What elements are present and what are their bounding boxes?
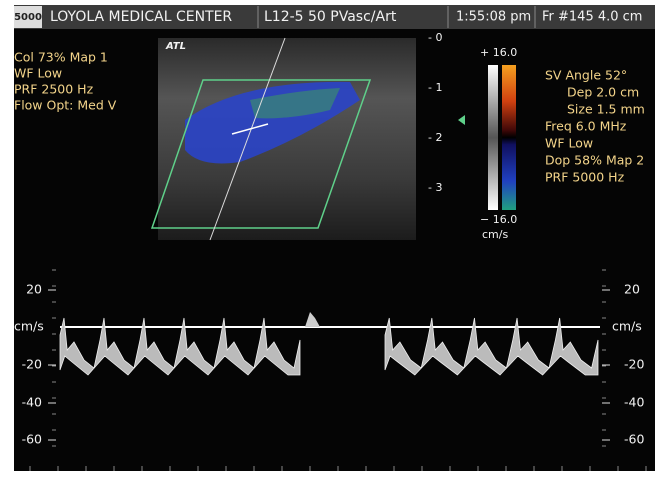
velocity-label: -20: [624, 357, 644, 372]
velocity-label: cm/s: [612, 319, 642, 334]
probe: L12-5 50 PVasc/Art: [264, 9, 397, 25]
velocity-label: 20: [26, 282, 42, 297]
gray-bar: [488, 65, 498, 210]
depth-label: - 0: [428, 31, 442, 44]
velocity-label: -60: [624, 432, 644, 447]
institution: LOYOLA MEDICAL CENTER: [50, 9, 232, 25]
velocity-label: -40: [624, 395, 644, 410]
page: 5000 LOYOLA MEDICAL CENTER L12-5 50 PVas…: [0, 0, 665, 477]
color-setting: Flow Opt: Med V: [14, 98, 117, 113]
doppler-setting: Freq 6.0 MHz: [545, 119, 627, 134]
time: 1:55:08 pm: [456, 10, 531, 25]
velocity-label: -60: [22, 432, 42, 447]
doppler-setting: Dop 58% Map 2: [545, 153, 644, 168]
velocity-label: 20: [624, 282, 640, 297]
depth-label: - 1: [428, 81, 442, 94]
doppler-setting: PRF 5000 Hz: [545, 170, 625, 185]
vendor-logo: ATL: [165, 41, 186, 52]
velocity-label: -20: [22, 357, 42, 372]
color-setting: WF Low: [14, 66, 62, 81]
depth-label: - 2: [428, 131, 442, 144]
color-scale-max: + 16.0: [480, 46, 517, 59]
color-setting: PRF 2500 Hz: [14, 82, 94, 97]
color-bar: [502, 65, 516, 210]
doppler-setting: Dep 2.0 cm: [567, 85, 639, 100]
color-setting: Col 73% Map 1: [14, 50, 108, 65]
frame: Fr #145 4.0 cm: [542, 10, 642, 25]
display: 5000 LOYOLA MEDICAL CENTER L12-5 50 PVas…: [14, 5, 655, 471]
velocity-label: cm/s: [14, 319, 44, 334]
color-scale-min: − 16.0: [480, 213, 517, 226]
logo: 5000: [14, 12, 42, 23]
color-scale-unit: cm/s: [482, 228, 508, 241]
doppler-setting: SV Angle 52°: [545, 68, 627, 83]
depth-label: - 3: [428, 181, 442, 194]
doppler-setting: Size 1.5 mm: [567, 102, 645, 117]
doppler-setting: WF Low: [545, 136, 593, 151]
ultrasound-screen: 5000 LOYOLA MEDICAL CENTER L12-5 50 PVas…: [0, 0, 665, 477]
velocity-label: -40: [22, 395, 42, 410]
